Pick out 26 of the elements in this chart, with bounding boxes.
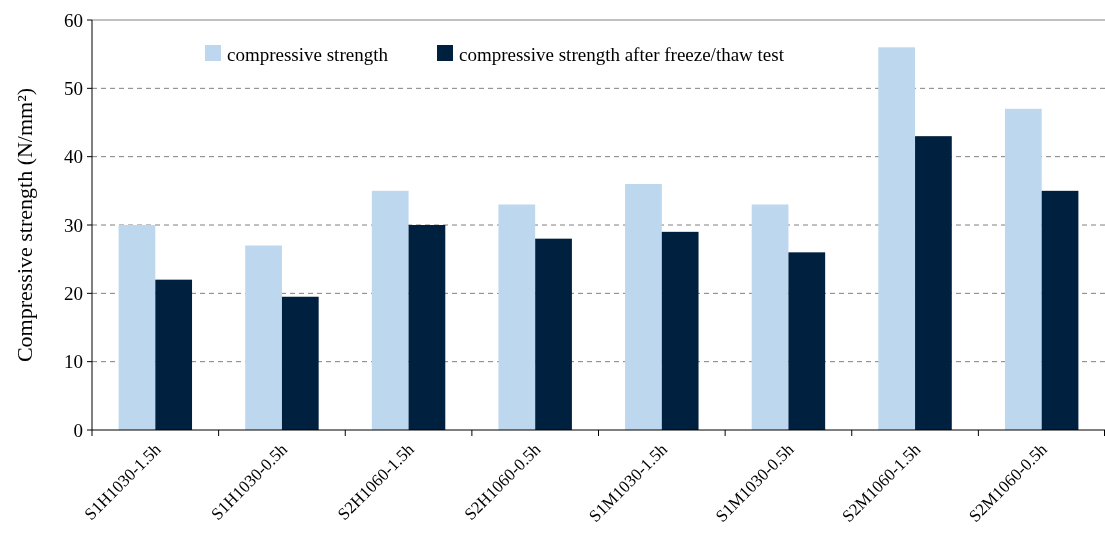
legend-label: compressive strength after freeze/thaw test — [459, 43, 785, 65]
bar — [878, 47, 916, 430]
y-tick-label: 10 — [64, 351, 83, 373]
bar — [535, 238, 572, 430]
y-tick-label: 60 — [64, 9, 83, 31]
bar — [661, 231, 699, 430]
bar — [498, 204, 536, 430]
y-tick-label: 50 — [64, 77, 83, 99]
y-axis-title: Compressive strength (N/mm²) — [12, 87, 37, 363]
bar — [751, 204, 789, 430]
bar — [1041, 190, 1079, 430]
y-tick-label: 30 — [64, 214, 83, 236]
bar — [371, 190, 409, 430]
y-tick-label: 40 — [64, 146, 83, 168]
bar — [625, 184, 662, 430]
bar — [155, 279, 193, 430]
bar — [281, 296, 319, 430]
y-tick-label: 0 — [73, 419, 83, 441]
bar — [118, 225, 156, 430]
bar — [915, 136, 952, 430]
legend-label: compressive strength — [227, 43, 389, 65]
bar — [245, 245, 282, 430]
y-tick-label: 20 — [64, 282, 83, 304]
bar — [1004, 108, 1042, 430]
bar — [788, 252, 826, 430]
bar — [408, 225, 446, 430]
